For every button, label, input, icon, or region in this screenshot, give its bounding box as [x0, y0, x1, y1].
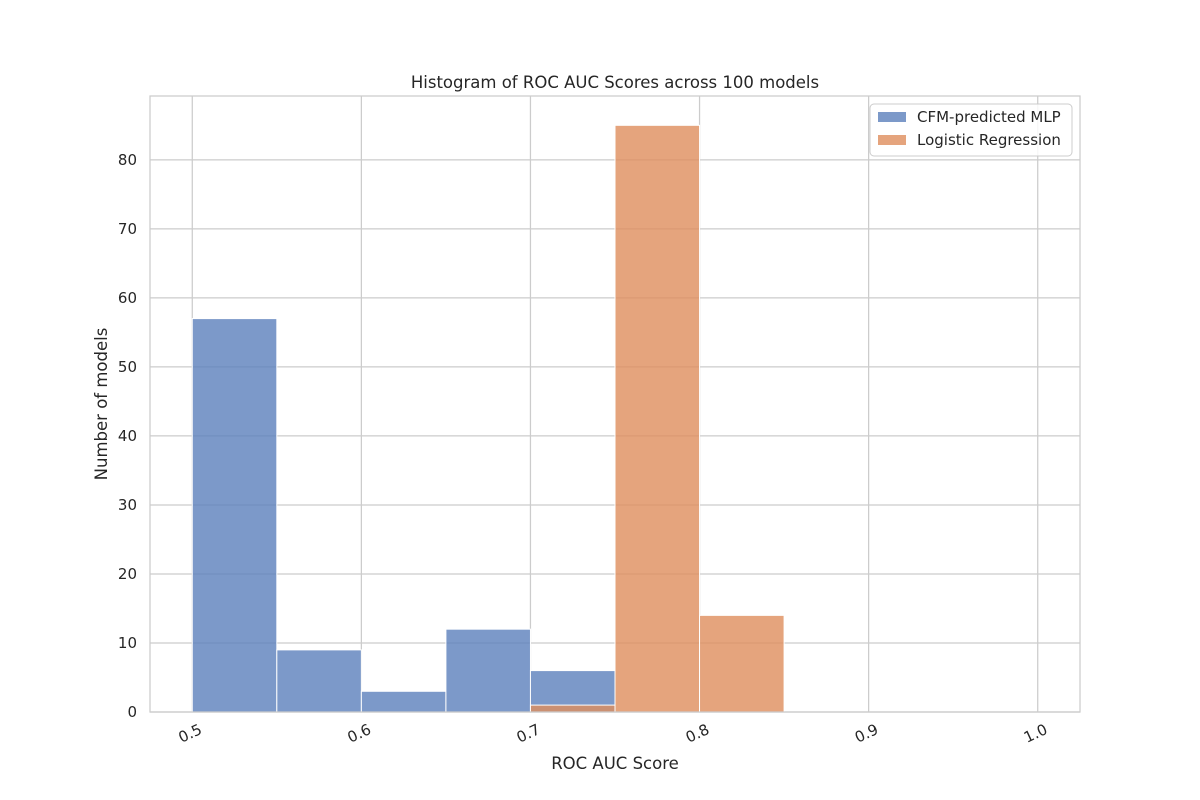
y-tick-label: 60 [118, 289, 137, 307]
y-tick-label: 0 [127, 703, 137, 721]
bar-series-1 [276, 649, 362, 713]
chart-title: Histogram of ROC AUC Scores across 100 m… [411, 73, 819, 92]
legend-label: CFM-predicted MLP [917, 108, 1061, 126]
bar-series-2 [529, 704, 616, 713]
legend-swatch [878, 135, 906, 145]
y-tick-label: 30 [118, 496, 137, 514]
bar-series-2 [699, 614, 785, 713]
legend-swatch [878, 112, 906, 122]
plot-frame [149, 95, 1081, 713]
y-tick-labels: 0 10 20 30 40 50 60 70 80 [118, 151, 137, 721]
bar-series-1 [191, 318, 278, 713]
y-tick-label: 20 [118, 565, 137, 583]
legend-label: Logistic Regression [917, 131, 1061, 149]
y-tick-label: 40 [118, 427, 137, 445]
bar-series-1 [445, 628, 531, 713]
bar-series-2 [614, 124, 701, 713]
y-tick-label: 80 [118, 151, 137, 169]
legend: CFM-predicted MLP Logistic Regression [869, 103, 1073, 157]
bar-series-1 [360, 690, 447, 713]
bars [191, 124, 785, 713]
y-tick-label: 50 [118, 358, 137, 376]
y-tick-label: 10 [118, 634, 137, 652]
y-axis-label: Number of models [92, 328, 111, 481]
x-axis-label: ROC AUC Score [551, 754, 679, 773]
y-tick-label: 70 [118, 220, 137, 238]
legend-box [869, 103, 1073, 157]
